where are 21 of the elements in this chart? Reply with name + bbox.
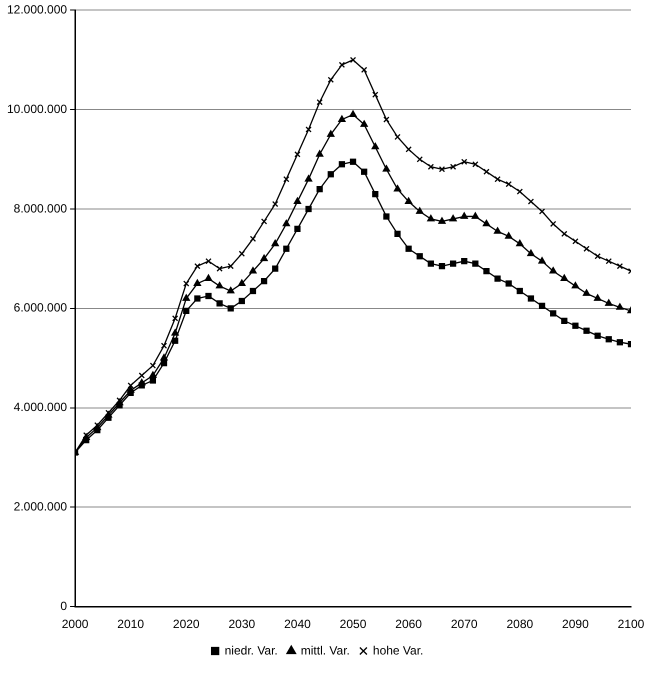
y-tick-label: 8.000.000 <box>14 201 68 216</box>
x-tick-label: 2090 <box>562 617 590 632</box>
x-tick-label: 2040 <box>284 617 312 632</box>
y-tick-label: 0 <box>60 598 68 613</box>
y-tick-label: 4.000.000 <box>14 400 68 414</box>
legend-label: mittl. Var. <box>300 643 350 658</box>
y-tick-label: 12.000.000 <box>6 2 68 17</box>
x-tick-label: 2050 <box>340 617 367 632</box>
x-tick-label: 2070 <box>450 617 478 632</box>
legend-label: niedr. Var. <box>224 643 278 658</box>
y-tick-label: 2.000.000 <box>14 500 68 514</box>
y-tick-label: 10.000.000 <box>6 102 68 116</box>
x-tick-label: 2100 <box>618 617 645 632</box>
legend-label: hohe Var. <box>372 643 424 658</box>
x-tick-label: 2000 <box>62 617 89 632</box>
x-tick-label: 2010 <box>117 617 144 632</box>
x-tick-label: 2060 <box>395 617 422 632</box>
x-tick-label: 2020 <box>172 617 200 632</box>
y-tick-label: 6.000.000 <box>14 300 68 315</box>
x-tick-label: 2080 <box>506 617 534 632</box>
x-tick-label: 2030 <box>228 617 256 632</box>
